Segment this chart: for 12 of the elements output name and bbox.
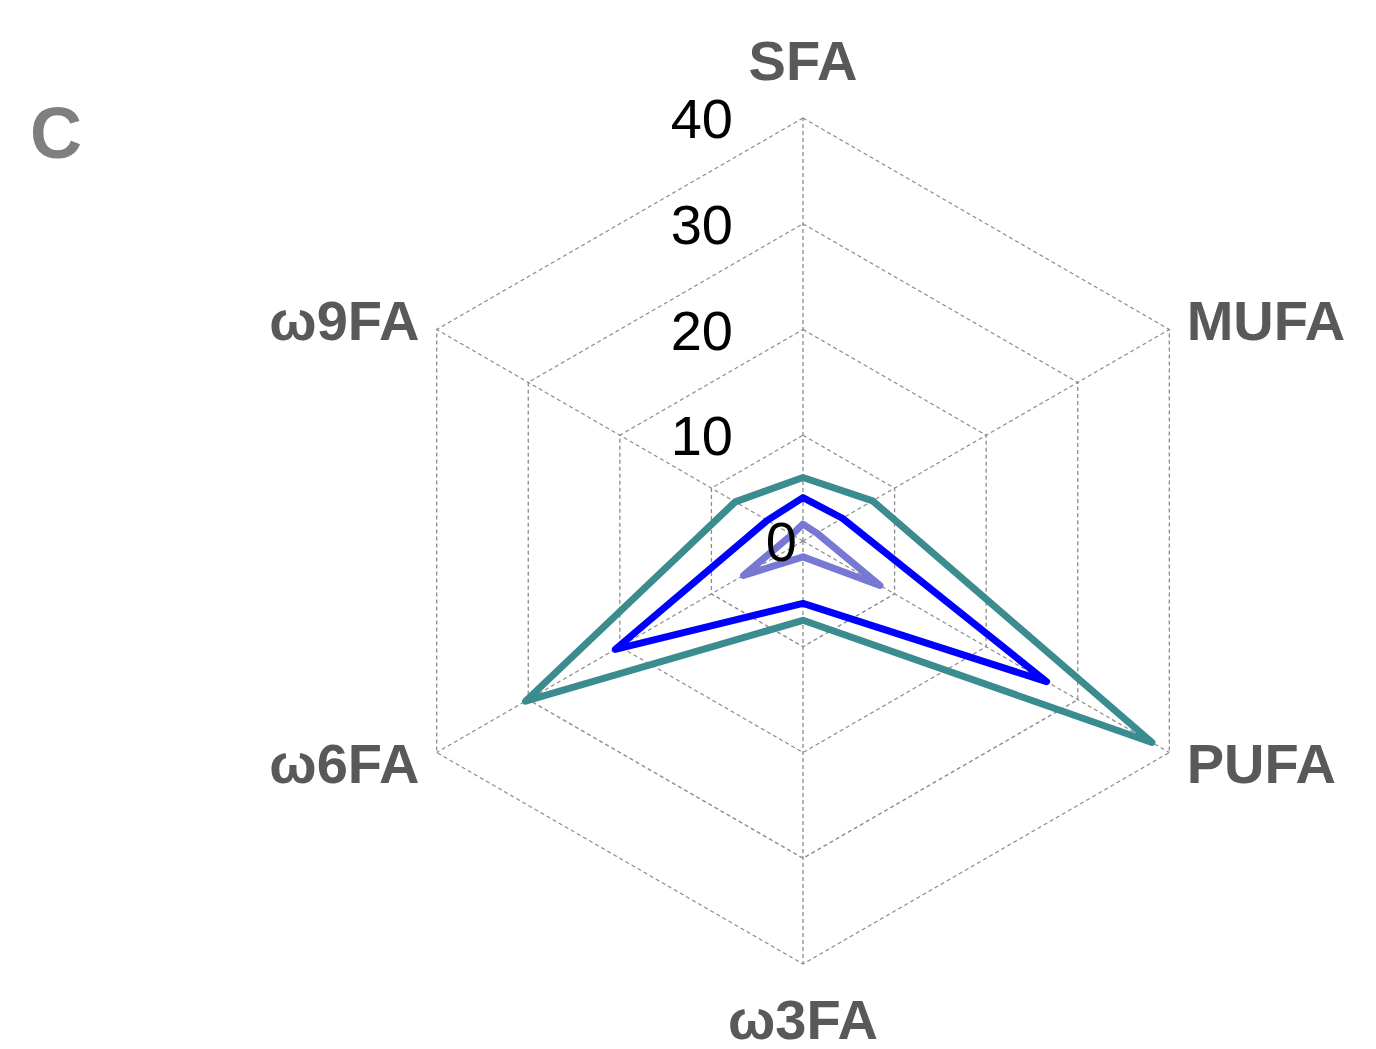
- y-tick-label: 0: [765, 510, 797, 573]
- spoke-label: PUFA: [1186, 731, 1337, 795]
- y-tick-label: 30: [670, 192, 733, 256]
- spoke-label: ω3FA: [727, 988, 879, 1049]
- spoke-label: SFA: [748, 29, 858, 92]
- spoke-label: ω6FA: [269, 731, 420, 795]
- y-tick-label: 20: [670, 298, 733, 362]
- y-tick-label: 40: [670, 87, 733, 150]
- spoke-label: ω9FA: [269, 288, 420, 352]
- text: C: [30, 93, 82, 173]
- spoke-label: MUFA: [1186, 288, 1346, 352]
- y-tick-label: 10: [670, 404, 733, 468]
